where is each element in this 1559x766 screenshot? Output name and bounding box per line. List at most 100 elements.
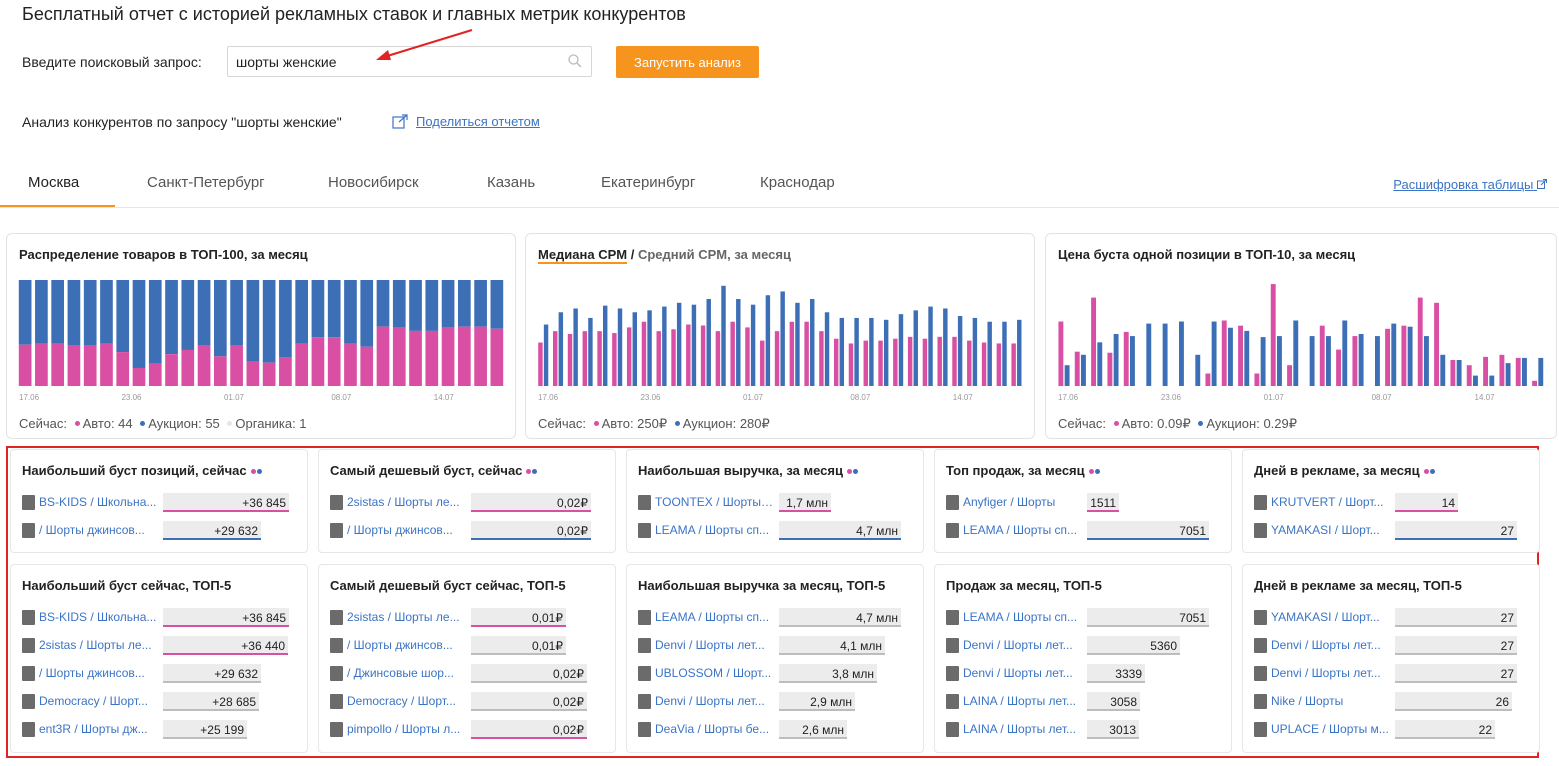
chart-bar-blue[interactable] bbox=[869, 317, 874, 386]
chart-bar-blue[interactable] bbox=[706, 299, 711, 386]
product-thumbnail[interactable] bbox=[22, 722, 35, 737]
metric-row[interactable]: YAMAKASI / Шорт... 27 bbox=[1254, 520, 1534, 542]
metric-row[interactable]: Nike / Шорты 26 bbox=[1254, 691, 1534, 713]
product-thumbnail[interactable] bbox=[1254, 495, 1267, 510]
product-link[interactable]: Denvi / Шорты лет... bbox=[963, 666, 1073, 680]
metric-row[interactable]: LEAMA / Шорты сп... 7051 bbox=[946, 520, 1226, 542]
metric-row[interactable]: BS-KIDS / Школьна... +36 845 bbox=[22, 607, 302, 629]
product-link[interactable]: Denvi / Шорты лет... bbox=[1271, 638, 1381, 652]
chart-bar-blue[interactable] bbox=[1440, 354, 1446, 386]
product-thumbnail[interactable] bbox=[1254, 694, 1267, 709]
product-thumbnail[interactable] bbox=[638, 722, 651, 737]
product-link[interactable]: LEAMA / Шорты сп... bbox=[655, 610, 770, 624]
chart-bar-pink[interactable] bbox=[878, 340, 883, 386]
share-icon[interactable] bbox=[392, 113, 410, 129]
metric-row[interactable]: / Шорты джинсов... +29 632 bbox=[22, 520, 302, 542]
chart-bar-blue[interactable] bbox=[721, 285, 726, 386]
chart-bar-auction[interactable] bbox=[279, 280, 292, 358]
chart-bar-blue[interactable] bbox=[588, 317, 593, 386]
product-link[interactable]: / Джинсовые шор... bbox=[347, 666, 454, 680]
product-link[interactable]: KRUTVERT / Шорт... bbox=[1271, 495, 1384, 509]
chart-bar-auto[interactable] bbox=[165, 354, 178, 386]
product-thumbnail[interactable] bbox=[946, 610, 959, 625]
metric-row[interactable]: / Шорты джинсов... 0,01₽ bbox=[330, 635, 610, 657]
chart-bar-blue[interactable] bbox=[1489, 375, 1495, 386]
chart-bar-blue[interactable] bbox=[928, 306, 933, 386]
product-link[interactable]: YAMAKASI / Шорт... bbox=[1271, 523, 1380, 537]
chart-bar-pink[interactable] bbox=[1270, 284, 1276, 386]
metric-row[interactable]: Denvi / Шорты лет... 5360 bbox=[946, 635, 1226, 657]
product-link[interactable]: / Шорты джинсов... bbox=[39, 666, 145, 680]
chart-bar-auto[interactable] bbox=[279, 357, 292, 386]
chart-bar-pink[interactable] bbox=[1532, 380, 1538, 386]
chart-bar-auto[interactable] bbox=[148, 363, 162, 386]
metric-row[interactable]: UBLOSSOM / Шорт... 3,8 млн bbox=[638, 663, 918, 685]
chart-bar-blue[interactable] bbox=[1391, 323, 1397, 386]
share-report[interactable]: Поделиться отчетом bbox=[392, 113, 540, 129]
product-thumbnail[interactable] bbox=[22, 523, 35, 538]
product-link[interactable]: ent3R / Шорты дж... bbox=[39, 722, 148, 736]
chart-bar-blue[interactable] bbox=[1309, 336, 1315, 386]
product-thumbnail[interactable] bbox=[22, 495, 35, 510]
chart-bar-pink[interactable] bbox=[1499, 354, 1505, 386]
chart-bar-auto[interactable] bbox=[376, 326, 390, 386]
chart-bar-auction[interactable] bbox=[392, 280, 406, 328]
metric-row[interactable]: Denvi / Шорты лет... 2,9 млн bbox=[638, 691, 918, 713]
product-thumbnail[interactable] bbox=[330, 722, 343, 737]
chart-bar-pink[interactable] bbox=[1058, 321, 1064, 386]
product-thumbnail[interactable] bbox=[638, 523, 651, 538]
chart-bar-blue[interactable] bbox=[1211, 321, 1217, 386]
chart-bar-auto[interactable] bbox=[35, 343, 48, 386]
tab-krasnodar[interactable]: Краснодар bbox=[760, 174, 835, 191]
chart-bar-blue[interactable] bbox=[1097, 342, 1103, 386]
chart-bar-pink[interactable] bbox=[553, 331, 558, 386]
chart-bar-auto[interactable] bbox=[18, 344, 32, 386]
chart-bar-auto[interactable] bbox=[246, 361, 260, 386]
chart-bar-auction[interactable] bbox=[83, 280, 97, 346]
tab-saint-petersburg[interactable]: Санкт-Петербург bbox=[147, 174, 265, 191]
chart-bar-pink[interactable] bbox=[1385, 328, 1391, 386]
chart-bar-pink[interactable] bbox=[848, 343, 854, 386]
chart-bar-pink[interactable] bbox=[626, 327, 632, 386]
product-thumbnail[interactable] bbox=[330, 666, 343, 681]
chart-bar-auto[interactable] bbox=[490, 328, 504, 386]
chart-bar-blue[interactable] bbox=[1146, 323, 1152, 386]
product-link[interactable]: Democracy / Шорт... bbox=[39, 694, 148, 708]
chart-bar-blue[interactable] bbox=[943, 308, 948, 386]
chart-bar-pink[interactable] bbox=[582, 331, 588, 386]
product-thumbnail[interactable] bbox=[330, 610, 343, 625]
chart-bar-blue[interactable] bbox=[1129, 336, 1135, 386]
metric-row[interactable]: Denvi / Шорты лет... 3339 bbox=[946, 663, 1226, 685]
chart-bar-pink[interactable] bbox=[656, 331, 661, 386]
chart-bar-pink[interactable] bbox=[789, 321, 795, 386]
search-box[interactable] bbox=[227, 46, 592, 77]
metric-row[interactable]: ent3R / Шорты дж... +25 199 bbox=[22, 719, 302, 741]
chart-bar-auction[interactable] bbox=[360, 280, 374, 347]
metric-row[interactable]: LEAMA / Шорты сп... 4,7 млн bbox=[638, 607, 918, 629]
metric-row[interactable]: pimpollo / Шорты л... 0,02₽ bbox=[330, 719, 610, 741]
tab-yekaterinburg[interactable]: Екатеринбург bbox=[601, 174, 696, 191]
product-thumbnail[interactable] bbox=[946, 638, 959, 653]
product-thumbnail[interactable] bbox=[330, 694, 343, 709]
chart-bar-pink[interactable] bbox=[833, 338, 839, 386]
chart-bar-pink[interactable] bbox=[1434, 302, 1440, 386]
product-thumbnail[interactable] bbox=[22, 638, 35, 653]
chart-bar-pink[interactable] bbox=[686, 324, 691, 386]
chart-bar-blue[interactable] bbox=[1178, 321, 1184, 386]
product-link[interactable]: Nike / Шорты bbox=[1271, 694, 1344, 708]
chart-bar-auction[interactable] bbox=[246, 280, 260, 362]
chart-bar-auto[interactable] bbox=[441, 327, 455, 386]
product-thumbnail[interactable] bbox=[330, 638, 343, 653]
product-thumbnail[interactable] bbox=[22, 610, 35, 625]
product-thumbnail[interactable] bbox=[1254, 666, 1267, 681]
product-link[interactable]: Denvi / Шорты лет... bbox=[963, 638, 1073, 652]
product-link[interactable]: Denvi / Шорты лет... bbox=[1271, 666, 1381, 680]
chart-bar-auction[interactable] bbox=[490, 280, 504, 329]
chart-bar-auction[interactable] bbox=[262, 280, 276, 363]
search-input[interactable] bbox=[236, 53, 556, 71]
product-link[interactable]: LEAMA / Шорты сп... bbox=[655, 523, 770, 537]
product-link[interactable]: Democracy / Шорт... bbox=[347, 694, 456, 708]
product-thumbnail[interactable] bbox=[946, 722, 959, 737]
chart-bar-pink[interactable] bbox=[1091, 297, 1097, 386]
chart-bar-pink[interactable] bbox=[1123, 331, 1129, 386]
